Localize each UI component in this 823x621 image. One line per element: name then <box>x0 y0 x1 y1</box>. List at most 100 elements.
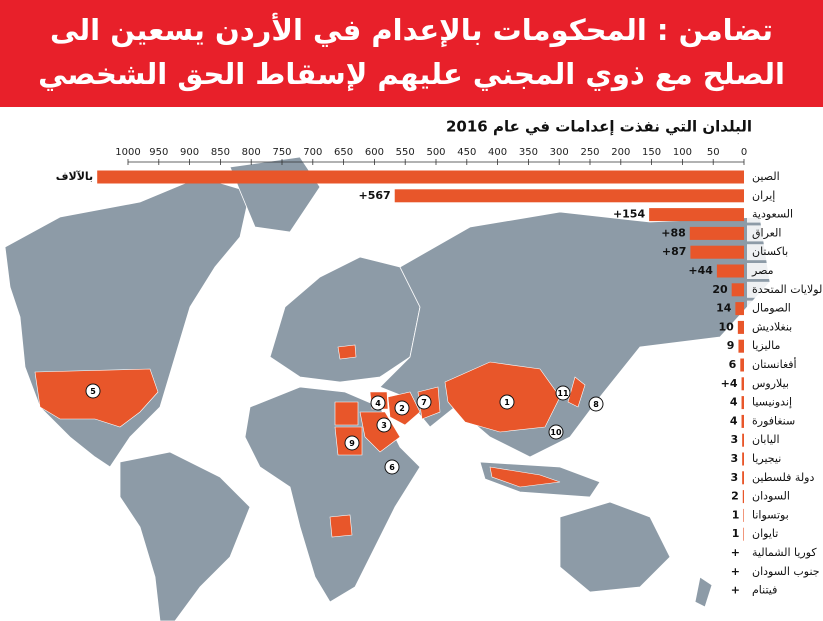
map-marker <box>548 424 564 440</box>
row-label-bg <box>747 394 819 411</box>
category-label: السودان <box>752 490 790 503</box>
category-label: فيتنام <box>752 584 777 597</box>
row-label-bg <box>747 225 819 242</box>
map-marker <box>384 459 400 475</box>
botswana <box>329 514 353 538</box>
x-tick-label: 0 <box>741 147 747 158</box>
bar <box>743 508 744 522</box>
value-label: 6 <box>729 358 737 371</box>
australia <box>559 501 671 593</box>
map-marker <box>85 383 101 399</box>
x-tick-label: 550 <box>396 147 415 158</box>
row-label-bg <box>747 488 819 505</box>
map-marker <box>394 400 410 416</box>
row-label-bg <box>747 357 819 373</box>
value-label: 3 <box>730 471 738 484</box>
x-tick-label: 400 <box>488 147 507 158</box>
category-label: العراق <box>752 226 781 239</box>
x-tick-label: 50 <box>707 147 720 158</box>
category-label: أفغانستان <box>752 357 797 371</box>
map-marker-label: 5 <box>90 387 96 396</box>
row-label-bg <box>747 413 819 430</box>
row-label-bg <box>747 432 819 449</box>
value-label: 4 <box>730 414 738 427</box>
map-marker <box>555 385 571 401</box>
map-marker-label: 8 <box>593 400 599 409</box>
row-label-bg <box>747 526 819 543</box>
value-label: 3 <box>730 433 738 446</box>
category-label: بيلاروس <box>752 377 789 390</box>
egypt <box>334 401 359 426</box>
bar <box>741 396 744 410</box>
category-label: إيران <box>752 189 775 202</box>
map-marker-label: 3 <box>381 421 387 430</box>
bar <box>742 490 744 504</box>
value-label: + <box>731 584 740 597</box>
map-marker-label: 9 <box>349 439 355 448</box>
value-label: 1 <box>732 508 740 521</box>
europe <box>269 256 421 383</box>
row-label-bg <box>747 263 819 279</box>
category-label: جنوب السودان <box>752 565 820 578</box>
belarus <box>337 344 357 360</box>
category-label: كوريا الشمالية <box>752 546 817 559</box>
north-america <box>4 176 251 468</box>
category-label: سنغافورة <box>752 414 795 427</box>
indonesia <box>489 466 561 488</box>
x-tick-label: 600 <box>365 147 384 158</box>
row-label-bg <box>747 451 819 467</box>
bar <box>741 414 744 428</box>
category-label: مصر <box>751 264 774 277</box>
bar <box>690 245 744 259</box>
title: تضامن : المحكومات بالإعدام في الأردن يسع… <box>38 13 785 135</box>
value-label: +87 <box>662 245 687 258</box>
category-label: تايوان <box>752 527 778 540</box>
category-label: إندونيسيا <box>752 396 792 409</box>
bar <box>731 283 744 297</box>
map-marker-label: 10 <box>550 428 562 437</box>
bar <box>716 264 744 278</box>
x-tick-label: 900 <box>180 147 199 158</box>
row-label-bg <box>747 169 819 185</box>
category-label: الصين <box>752 170 780 183</box>
value-label: بالآلاف <box>56 170 93 183</box>
map-marker-label: 1 <box>504 398 510 407</box>
x-tick-label: 500 <box>426 147 445 158</box>
bar <box>689 226 744 240</box>
category-label: باكستان <box>752 245 788 258</box>
map-marker-label: 4 <box>375 399 381 408</box>
south-america <box>119 451 251 621</box>
map-marker <box>370 395 386 411</box>
value-label: 4 <box>730 396 738 409</box>
usa <box>34 368 159 428</box>
value-label: 10 <box>719 320 735 333</box>
map-marker <box>344 435 360 451</box>
value-label: 20 <box>712 283 728 296</box>
value-label: +44 <box>688 264 713 277</box>
map-marker <box>416 394 432 410</box>
row-label-bg <box>747 375 819 392</box>
row-label-bg <box>747 187 819 204</box>
chart: البلدان التي نفذت إعدامات في عام 2016 0 5… <box>4 118 823 621</box>
row-label-bg <box>747 545 819 561</box>
category-label: ماليزيا <box>752 339 781 352</box>
header: تضامن : المحكومات بالإعدام في الأردن يسع… <box>0 0 823 135</box>
bar <box>735 302 744 316</box>
bar <box>394 189 744 203</box>
row-label-bg <box>747 507 819 524</box>
x-tick-label: 350 <box>519 147 538 158</box>
x-tick-label: 950 <box>149 147 168 158</box>
value-label: 14 <box>716 302 732 315</box>
bar <box>737 320 744 334</box>
x-tick-label: 250 <box>580 147 599 158</box>
bar <box>738 339 744 353</box>
value-label: + <box>731 546 740 559</box>
category-label: بنغلاديش <box>752 320 792 333</box>
bar <box>649 208 744 222</box>
category-label: الولايات المتحدة <box>752 283 823 296</box>
value-label: 1 <box>732 527 740 540</box>
row-label-bg <box>747 582 819 599</box>
map-marker <box>588 396 604 412</box>
row-label-bg <box>747 281 819 298</box>
